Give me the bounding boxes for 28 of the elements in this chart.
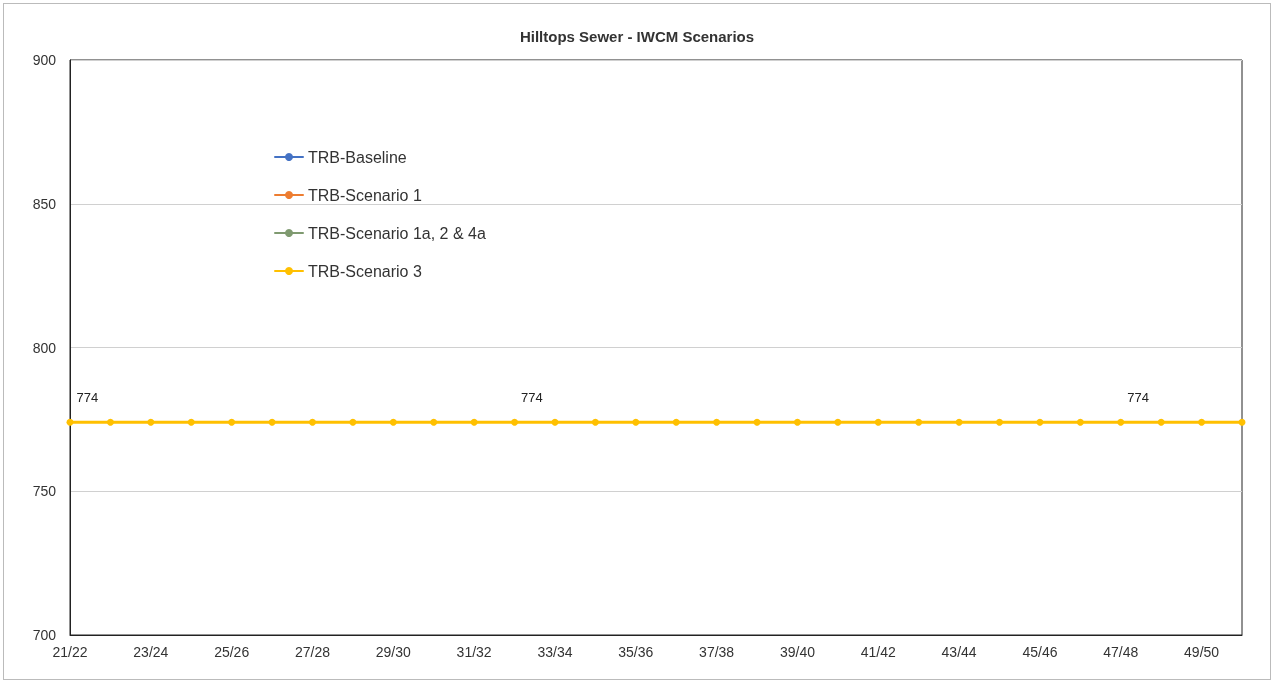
y-tick-label: 700: [32, 627, 57, 643]
x-tick-label: 29/30: [375, 644, 412, 660]
legend-label: TRB-Scenario 1: [308, 186, 422, 204]
data-label: 774: [521, 389, 543, 405]
chart-title: Hilltops Sewer - IWCM Scenarios: [519, 28, 755, 45]
x-tick-label: 47/48: [1103, 644, 1139, 660]
x-tick-label: 23/24: [133, 644, 169, 660]
data-label: 774: [76, 389, 99, 405]
x-tick-label: 41/42: [860, 644, 896, 660]
x-tick-label: 43/44: [941, 644, 977, 660]
y-tick-label: 900: [32, 52, 57, 68]
x-tick-label: 39/40: [779, 644, 816, 660]
legend-label: TRB-Scenario 1a, 2 & 4a: [308, 224, 486, 242]
legend-label: TRB-Scenario 3: [308, 262, 422, 280]
y-tick-label: 750: [32, 483, 57, 500]
x-tick-label: 31/32: [456, 644, 492, 660]
x-tick-label: 21/22: [52, 644, 88, 660]
x-tick-label: 27/28: [294, 644, 331, 660]
data-label: 774: [1127, 389, 1149, 405]
x-tick-label: 45/46: [1022, 644, 1058, 660]
x-tick-label: 37/38: [699, 644, 735, 660]
y-tick-label: 850: [32, 195, 57, 212]
x-tick-label: 33/34: [537, 644, 573, 660]
x-tick-label: 49/50: [1184, 644, 1220, 660]
x-tick-label: 35/36: [618, 644, 654, 660]
y-tick-label: 800: [32, 339, 57, 356]
legend-label: TRB-Baseline: [308, 148, 407, 166]
x-tick-label: 25/26: [214, 644, 250, 660]
